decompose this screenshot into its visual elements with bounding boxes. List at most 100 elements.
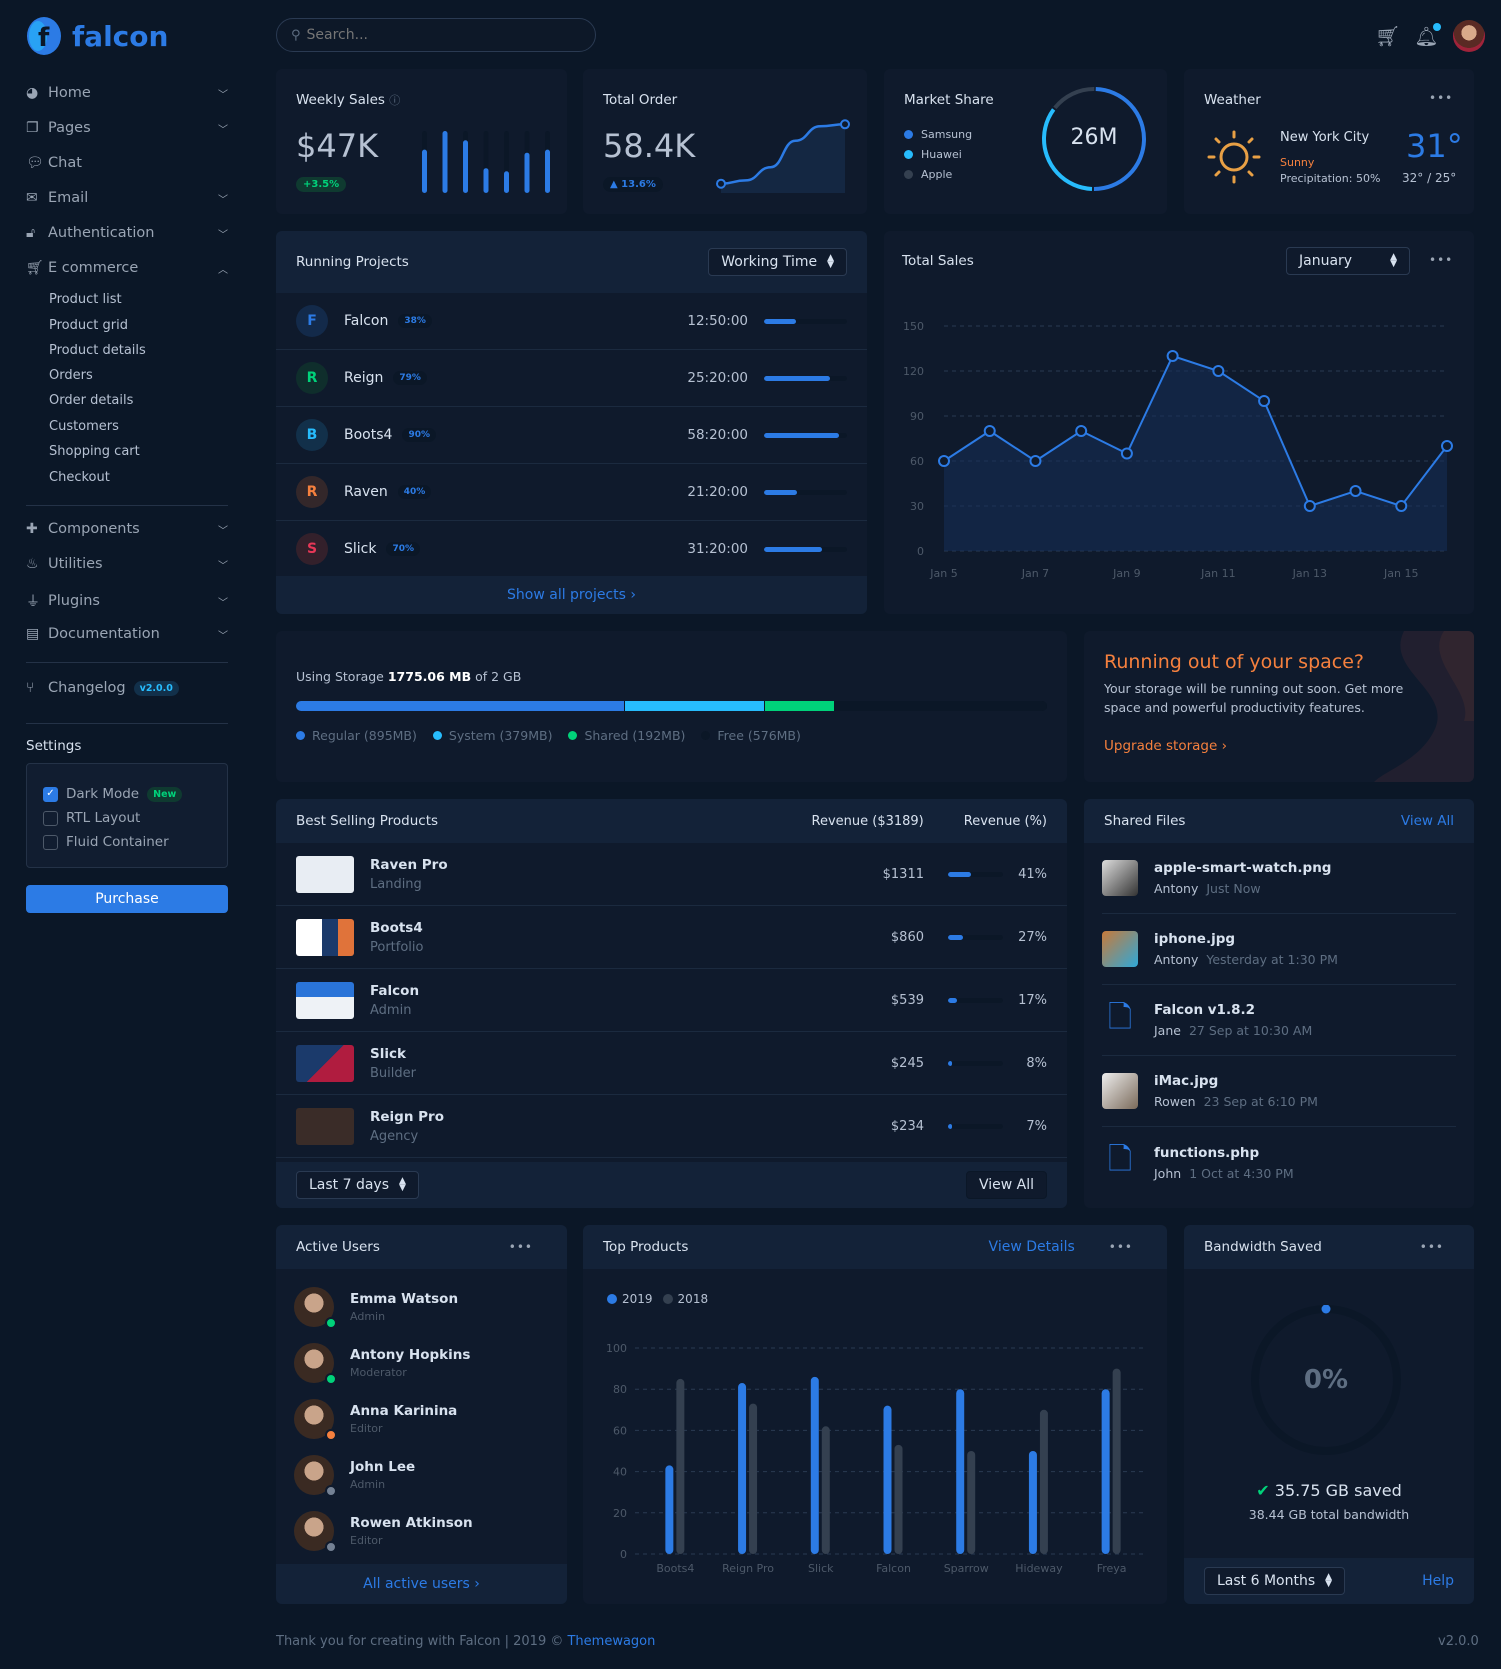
sidebar-item-documentation[interactable]: ▤ Documentation ﹀ (26, 626, 228, 642)
sidebar-item-chat[interactable]: 💬︎ Chat (26, 155, 228, 171)
sidebar-subitem[interactable]: Product list (49, 292, 122, 307)
setting-rtl-layout[interactable]: RTL Layout (43, 806, 211, 830)
upgrade-storage-link[interactable]: Upgrade storage › (1104, 738, 1227, 754)
file-name[interactable]: apple-smart-watch.png (1154, 860, 1332, 876)
product-row[interactable]: Raven Pro Landing $1311 41% (276, 843, 1067, 906)
period-select[interactable]: Last 6 Months ▲ ▼ (1204, 1567, 1346, 1595)
user-row[interactable]: Antony Hopkins Moderator (294, 1335, 549, 1391)
checkbox[interactable] (43, 810, 58, 826)
view-details-link[interactable]: View Details (988, 1239, 1075, 1255)
setting-dark-mode[interactable]: ✓ Dark Mode New (43, 782, 211, 806)
project-row[interactable]: R Reign 79% 25:20:00 (276, 350, 867, 407)
checkbox[interactable]: ✓ (43, 786, 58, 802)
sidebar-item-pages[interactable]: ❐ Pages ﹀ (26, 120, 228, 136)
sidebar-subitem[interactable]: Orders (49, 368, 93, 383)
more-options-icon[interactable]: ••• (1108, 1240, 1133, 1254)
sidebar-subitem[interactable]: Order details (49, 393, 134, 408)
themewagon-link[interactable]: Themewagon (567, 1634, 656, 1649)
user-row[interactable]: Emma Watson Admin (294, 1279, 549, 1335)
file-name[interactable]: iMac.jpg (1154, 1073, 1219, 1089)
product-name[interactable]: Raven Pro (370, 856, 448, 873)
more-options-icon[interactable]: ••• (508, 1240, 533, 1254)
show-all-projects-link[interactable]: Show all projects › (276, 576, 867, 614)
product-name[interactable]: Falcon (370, 982, 420, 999)
checkbox[interactable] (43, 834, 58, 850)
file-name[interactable]: functions.php (1154, 1144, 1260, 1161)
file-row[interactable]: iphone.jpg Antony Yesterday at 1:30 PM (1102, 914, 1456, 985)
project-row[interactable]: B Boots4 90% 58:20:00 (276, 407, 867, 464)
brand-logo[interactable]: f falcon (24, 16, 168, 56)
project-name[interactable]: Falcon (344, 313, 389, 329)
file-row[interactable]: 🗋︎ functions.php John 1 Oct at 4:30 PM (1102, 1127, 1456, 1198)
sidebar-subitem[interactable]: Checkout (49, 470, 110, 485)
date-range-select[interactable]: Last 7 days ▲ ▼ (296, 1171, 419, 1199)
project-row[interactable]: S Slick 70% 31:20:00 (276, 521, 867, 578)
file-row[interactable]: 🗋︎ Falcon v1.8.2 Jane 27 Sep at 10:30 AM (1102, 985, 1456, 1056)
project-avatar: R (296, 476, 328, 508)
sidebar-item-home[interactable]: ◕ Home ﹀ (26, 85, 228, 101)
user-name[interactable]: John Lee (350, 1459, 416, 1475)
file-row[interactable]: iMac.jpg Rowen 23 Sep at 6:10 PM (1102, 1056, 1456, 1127)
legend-item[interactable]: 2018 (662, 1292, 708, 1306)
product-row[interactable]: Reign Pro Agency $234 7% (276, 1095, 1067, 1158)
purchase-button[interactable]: Purchase (26, 885, 228, 913)
sidebar-item-changelog[interactable]: ⑂ Changelog v2.0.0 (26, 680, 228, 696)
legend-dot (607, 1294, 617, 1304)
more-options-icon[interactable]: ••• (1419, 1240, 1444, 1254)
view-all-button[interactable]: View All (965, 1171, 1047, 1199)
user-row[interactable]: Anna Karinina Editor (294, 1391, 549, 1447)
working-time-select[interactable]: Working Time ▲ ▼ (708, 248, 847, 276)
project-name[interactable]: Boots4 (344, 427, 393, 443)
sidebar-subitem[interactable]: Shopping cart (49, 444, 140, 459)
month-select[interactable]: January ▲ ▼ (1286, 247, 1410, 275)
sidebar-subitem[interactable]: Product grid (49, 318, 128, 333)
column-header-revenue[interactable]: Revenue ($3189) (811, 813, 924, 829)
view-all-link[interactable]: View All (1400, 813, 1454, 829)
file-row[interactable]: apple-smart-watch.png Antony Just Now (1102, 843, 1456, 914)
product-row[interactable]: Slick Builder $245 8% (276, 1032, 1067, 1095)
cart-icon[interactable]: 🛒︎ (1375, 24, 1401, 48)
sidebar-item-authentication[interactable]: 🔓︎ Authentication ﹀ (26, 225, 228, 241)
product-name[interactable]: Reign Pro (370, 1108, 444, 1125)
setting-fluid-container[interactable]: Fluid Container (43, 830, 211, 854)
user-row[interactable]: John Lee Admin (294, 1447, 549, 1503)
project-row[interactable]: R Raven 40% 21:20:00 (276, 464, 867, 521)
project-name[interactable]: Slick (344, 541, 377, 557)
sidebar-item-plugins[interactable]: ⏚ Plugins ﹀ (26, 591, 228, 611)
user-name[interactable]: Emma Watson (350, 1291, 459, 1307)
all-active-users-link[interactable]: All active users › (276, 1564, 567, 1604)
project-name[interactable]: Raven (344, 484, 388, 500)
chevron-down-icon: ﹀ (218, 630, 228, 642)
product-name[interactable]: Slick (370, 1045, 406, 1062)
legend-item[interactable]: 2019 (607, 1292, 653, 1306)
avatar[interactable] (1452, 20, 1485, 52)
user-name[interactable]: Antony Hopkins (350, 1347, 471, 1363)
sidebar-item-utilities[interactable]: ♨ Utilities ﹀ (26, 556, 228, 572)
help-icon[interactable]: ⓘ (389, 94, 401, 107)
sidebar-item-email[interactable]: ✉ Email ﹀ (26, 190, 228, 206)
sidebar-subitem[interactable]: Product details (49, 343, 146, 358)
bar-2018 (676, 1378, 685, 1554)
more-options-icon[interactable]: ••• (1429, 91, 1454, 105)
user-name[interactable]: Anna Karinina (350, 1403, 458, 1419)
search-box[interactable]: ⚲ (276, 18, 596, 52)
file-name[interactable]: Falcon v1.8.2 (1154, 1002, 1255, 1018)
project-row[interactable]: F Falcon 38% 12:50:00 (276, 293, 867, 350)
weather-condition: Sunny (1280, 156, 1315, 169)
product-name[interactable]: Boots4 (370, 919, 423, 936)
search-input[interactable] (306, 27, 567, 43)
user-name[interactable]: Rowen Atkinson (350, 1515, 473, 1531)
user-row[interactable]: Rowen Atkinson Editor (294, 1503, 549, 1559)
sidebar-item-e-commerce[interactable]: 🛒︎ E commerce ︿ (26, 260, 228, 276)
column-header-revenue-percent[interactable]: Revenue (%) (963, 813, 1047, 829)
sidebar-subitem[interactable]: Customers (49, 419, 119, 434)
sidebar-item-components[interactable]: ✚ Components ﹀ (26, 521, 228, 537)
x-tick-label: Boots4 (656, 1562, 694, 1575)
file-name[interactable]: iphone.jpg (1154, 931, 1236, 947)
product-row[interactable]: Boots4 Portfolio $860 27% (276, 906, 1067, 969)
help-link[interactable]: Help (1422, 1573, 1454, 1589)
more-options-icon[interactable]: ••• (1429, 253, 1454, 267)
project-name[interactable]: Reign (344, 370, 384, 386)
product-row[interactable]: Falcon Admin $539 17% (276, 969, 1067, 1032)
bell-icon[interactable]: 🔔︎ (1414, 22, 1441, 48)
